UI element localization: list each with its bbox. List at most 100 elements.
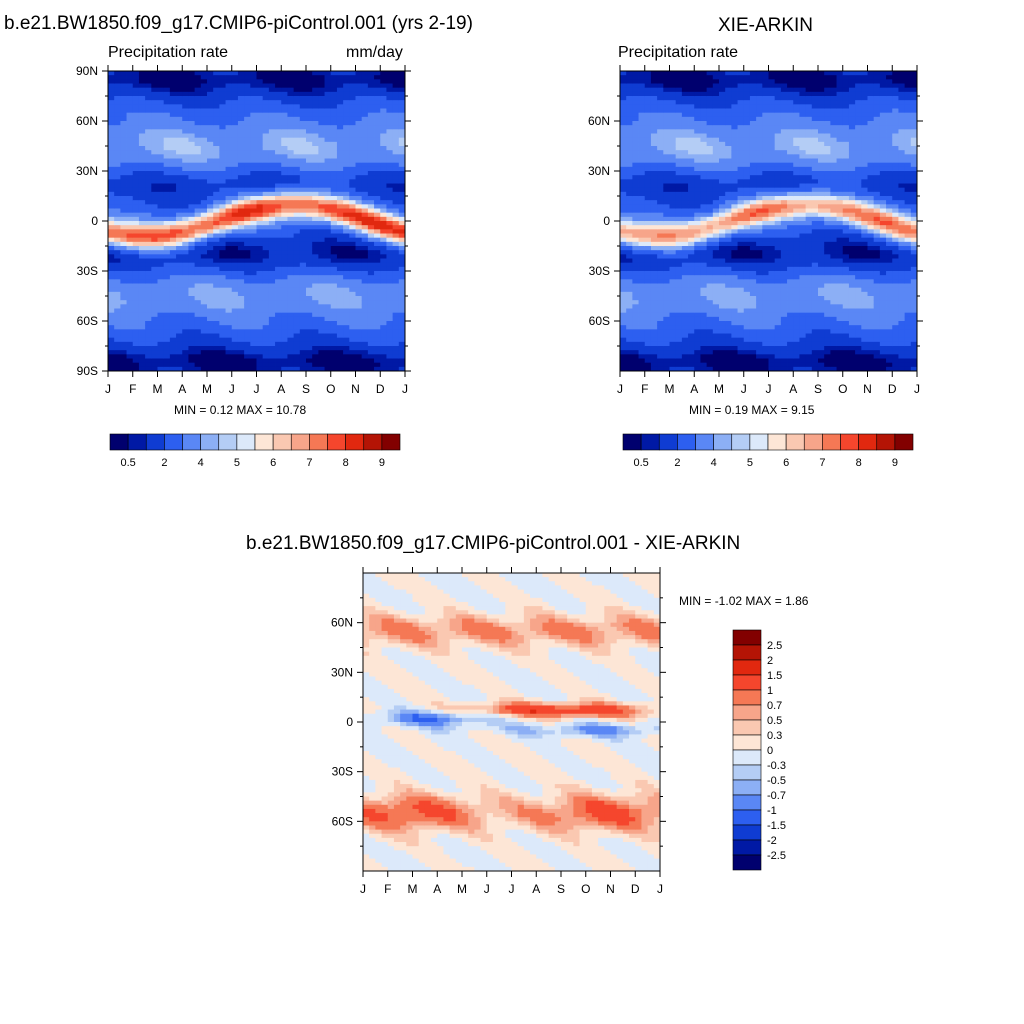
panel1-cell (330, 171, 338, 176)
panel1-cell (250, 162, 257, 168)
panel1-cell (361, 96, 369, 101)
panel2-cell (620, 129, 627, 134)
panel2-cell (706, 333, 714, 339)
panel1-cell (268, 116, 276, 122)
panel1-cell (262, 325, 270, 330)
panel1-cell (299, 237, 307, 243)
panel1-cell (138, 183, 146, 189)
panel1-cell (306, 241, 313, 247)
panel1-cell (157, 175, 165, 180)
panel1-cell (281, 162, 288, 168)
panel1-cell (312, 346, 319, 351)
panel1-cell (145, 187, 152, 193)
panel2-cell (657, 316, 664, 322)
panel1-cell (361, 75, 369, 80)
panel1-cell (330, 175, 338, 180)
panel1-cell (126, 125, 134, 130)
panel1-cell (293, 366, 301, 372)
panel1-cell (225, 296, 233, 301)
panel1-cell (132, 354, 140, 359)
panel1-cell (367, 262, 375, 268)
panel1-cell (225, 312, 233, 318)
panel1-cell (306, 166, 313, 172)
panel1-cell (349, 191, 356, 197)
panel1-cell (324, 187, 332, 193)
panel1-cell (126, 241, 134, 247)
panel2-cell (712, 241, 720, 247)
panel1-cell (207, 279, 214, 284)
panel2-cell (626, 83, 633, 89)
panel1-cell (374, 204, 381, 209)
panel2-cell (688, 208, 695, 214)
panel1-cell (163, 104, 171, 109)
panel1-cell (275, 171, 282, 176)
panel2-cell (681, 341, 689, 347)
panel1-cell (361, 166, 369, 172)
panel1-cell (169, 129, 177, 134)
panel1-cell (163, 162, 171, 168)
panel1-cell (343, 187, 350, 193)
panel1-cell (281, 237, 288, 243)
panel1-cell (398, 129, 406, 134)
panel1-cell (336, 350, 344, 355)
panel1-cell (355, 175, 363, 180)
panel1-cell (213, 258, 220, 264)
panel1-cell (138, 308, 146, 314)
panel1-cell (132, 108, 140, 114)
panel1-cell (120, 266, 127, 272)
panel1-cell (275, 91, 282, 97)
panel1-cell (194, 250, 202, 255)
panel1-cell (275, 300, 282, 305)
panel1-cell (114, 254, 121, 259)
panel1-cell (386, 241, 394, 247)
panel1-cell (108, 191, 115, 197)
panel1-cell (312, 325, 319, 330)
panel1-cell (355, 212, 363, 218)
panel2-cell (700, 225, 708, 230)
panel1-cell (188, 329, 196, 334)
panel1-cell (281, 321, 288, 326)
panel1-cell (188, 221, 196, 226)
panel2-cell (650, 83, 658, 89)
panel2-cell (712, 366, 720, 372)
panel1-cell (225, 350, 233, 355)
panel1-cell (200, 254, 208, 259)
panel1-cell (281, 275, 288, 280)
panel1-cell (380, 75, 387, 80)
panel1-cell (262, 233, 270, 239)
panel1-cell (398, 125, 406, 130)
panel1-cell (114, 316, 121, 322)
panel1-cell (324, 191, 332, 197)
panel1-cell (299, 296, 307, 301)
panel1-cell (120, 341, 127, 347)
panel1-cell (318, 75, 325, 80)
panel1-cell (262, 221, 270, 226)
panel1-cell (126, 246, 134, 251)
panel2-cell (706, 116, 714, 122)
panel1-cell (367, 254, 375, 259)
panel2-cell (626, 87, 633, 93)
panel1-cell (330, 133, 338, 139)
panel1-cell (194, 212, 202, 218)
panel1-cell (132, 271, 140, 276)
panel2-cell (675, 241, 683, 247)
panel1-cell (213, 262, 220, 268)
panel2-cell (638, 104, 646, 109)
panel1-cell (200, 108, 208, 114)
panel2-cell (644, 279, 652, 284)
panel2-cell (632, 108, 639, 114)
panel1-cell (151, 79, 158, 84)
panel1-cell (392, 179, 400, 184)
panel1-cell (367, 271, 375, 276)
panel1-cell (336, 283, 344, 289)
panel1-cell (200, 133, 208, 139)
panel1-cell (237, 179, 245, 184)
panel1-cell (336, 187, 344, 193)
panel2-cell (657, 254, 664, 259)
panel2-cell (644, 258, 652, 264)
panel1-cell (361, 287, 369, 293)
panel1-cell (126, 100, 134, 105)
panel2-cell (700, 275, 708, 280)
panel1-cell (330, 91, 338, 97)
